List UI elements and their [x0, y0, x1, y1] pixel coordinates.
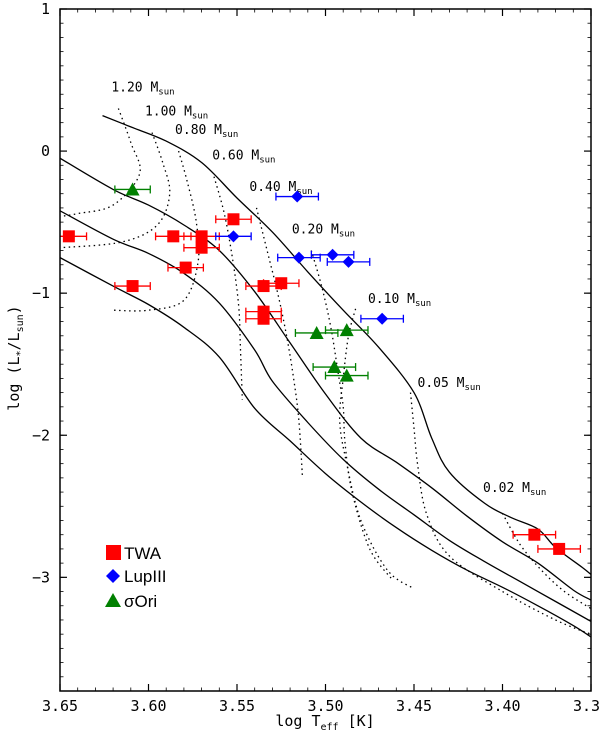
twa-marker: [195, 230, 208, 243]
mass-label: 0.10 Msun: [368, 292, 431, 309]
legend-marker-lupiii: [106, 569, 120, 583]
twa-point: [262, 277, 300, 290]
twa-marker: [195, 241, 208, 254]
lupiii-marker: [227, 230, 240, 243]
twa-point: [183, 241, 220, 254]
twa-point: [512, 528, 557, 541]
mass-label: 0.20 Msun: [292, 222, 355, 239]
lupiii-point: [215, 230, 252, 243]
twa-marker: [528, 528, 541, 541]
twa-marker: [553, 542, 566, 555]
evolution-track-0-20: [310, 250, 394, 581]
twa-point: [167, 261, 205, 274]
legend-label-lupiii: LupIII: [124, 567, 167, 586]
evolution-track-1-20: [60, 108, 141, 218]
twa-marker: [167, 230, 180, 243]
x-tick-label: 3.65: [42, 697, 78, 715]
legend: TWA LupIII σOri: [105, 544, 167, 611]
legend-label-sigma-ori: σOri: [124, 592, 157, 611]
twa-marker: [275, 277, 288, 290]
y-tick-label: −1: [32, 284, 50, 302]
twa-point: [215, 213, 252, 226]
y-tick-label: 0: [41, 142, 50, 160]
twa-marker: [62, 230, 75, 243]
mass-label: 0.40 Msun: [249, 180, 312, 197]
y-tick-label: −2: [32, 426, 50, 444]
y-tick-label: −3: [32, 568, 50, 586]
twa-point: [114, 280, 151, 293]
y-axis-label: log (L*/Lsun): [5, 305, 26, 410]
lupiii-point: [360, 312, 405, 325]
ori-marker: [339, 323, 354, 337]
isochrone-line-2: [60, 157, 591, 601]
lupiii-marker: [342, 255, 355, 268]
lupiii-point: [326, 255, 371, 268]
isochrone-line-4: [60, 257, 591, 638]
ori-marker: [327, 360, 342, 374]
x-tick-label: 3.35: [573, 697, 600, 715]
y-tick-label: 1: [41, 0, 50, 18]
isochrone-line-1: [102, 114, 591, 576]
lupiii-point: [310, 248, 355, 261]
twa-marker: [227, 213, 240, 226]
twa-marker: [126, 280, 139, 293]
twa-point: [245, 312, 282, 325]
lupiii-marker: [376, 312, 389, 325]
evolution-track-0-10: [338, 308, 415, 590]
evolution-track-0-02: [501, 513, 591, 610]
mass-label: 0.80 Msun: [175, 123, 238, 140]
twa-point: [60, 230, 88, 243]
twa-point: [183, 230, 220, 243]
ori-point: [324, 368, 369, 382]
data-points: [60, 182, 582, 555]
mass-label: 1.00 Msun: [145, 105, 208, 122]
x-tick-label: 3.45: [396, 697, 432, 715]
twa-marker: [257, 312, 270, 325]
evolution-track-1-00: [60, 132, 171, 249]
legend-marker-twa: [106, 545, 121, 560]
plot-frame: [59, 8, 592, 692]
lupiii-marker: [292, 251, 305, 264]
lupiii-point: [275, 190, 320, 203]
x-tick-label: 3.55: [219, 697, 255, 715]
ori-marker: [309, 325, 324, 339]
mass-label: 1.20 Msun: [111, 80, 174, 97]
lupiii-point: [277, 251, 321, 264]
axis-ticks: 3.65 3.60 3.55 3.50 3.45 3.40 3.35 1 0 −1 −2 −3: [32, 0, 600, 715]
twa-marker: [179, 261, 192, 274]
lupiii-marker: [291, 190, 304, 203]
ori-point: [312, 360, 357, 374]
lupiii-marker: [326, 248, 339, 261]
x-tick-label: 3.60: [130, 697, 166, 715]
x-axis-label: log Teff [K]: [275, 712, 374, 733]
ori-marker: [125, 182, 140, 196]
ori-marker: [339, 368, 354, 382]
evolution-track-0-40: [255, 207, 304, 478]
mass-label: 0.02 Msun: [483, 481, 546, 498]
legend-label-twa: TWA: [124, 544, 162, 563]
evolution-track-0-80: [113, 150, 200, 312]
x-tick-label: 3.50: [307, 697, 343, 715]
legend-marker-sigma-ori: [105, 593, 121, 607]
mass-label: 0.05 Msun: [418, 376, 481, 393]
isochrone-line-3: [60, 210, 591, 622]
mass-label: 0.60 Msun: [212, 149, 275, 166]
x-tick-label: 3.40: [484, 697, 520, 715]
ori-point: [114, 182, 151, 196]
twa-point: [537, 542, 582, 555]
ori-point: [324, 323, 369, 337]
evolution-track-0-60: [213, 176, 243, 400]
